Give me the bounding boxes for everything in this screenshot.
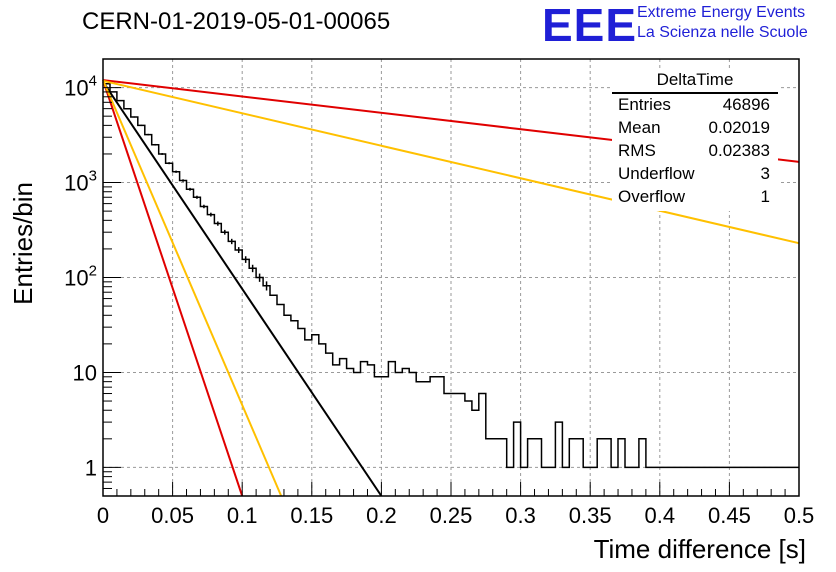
stats-row-entries: Entries 46896 <box>618 95 770 115</box>
y-tick-label: 1 <box>85 455 97 480</box>
x-tick-label: 0.3 <box>505 503 536 528</box>
x-tick-label: 0.45 <box>708 503 751 528</box>
y-tick-label: 102 <box>64 263 97 291</box>
x-tick-label: 0.05 <box>151 503 194 528</box>
x-tick-label: 0.35 <box>569 503 612 528</box>
y-tick-label: 103 <box>64 168 97 196</box>
eee-logo: EEE <box>542 0 638 51</box>
stats-box: DeltaTime Entries 46896 Mean 0.02019 RMS… <box>612 69 778 211</box>
x-axis-label: Time difference [s] <box>593 534 806 564</box>
stats-row-overflow: Overflow 1 <box>618 187 770 207</box>
y-tick-label: 104 <box>64 73 97 101</box>
x-tick-label: 0.2 <box>366 503 397 528</box>
stats-value: 3 <box>760 164 770 183</box>
y-tick-labels: 1 10 102 103 104 <box>64 73 97 481</box>
y-tick-label: 10 <box>73 360 97 385</box>
stats-row-underflow: Underflow 3 <box>618 164 770 184</box>
logo-subtitle-line2: La Scienza nelle Scuole <box>637 24 808 41</box>
logo-subtitle-line1: Extreme Energy Events <box>637 4 806 21</box>
stats-label: Overflow <box>618 187 686 206</box>
stats-row-mean: Mean 0.02019 <box>618 118 770 138</box>
histogram <box>103 82 799 469</box>
stats-value: 0.02383 <box>708 141 770 160</box>
stats-divider <box>612 92 778 94</box>
fit-curves <box>102 79 800 497</box>
chart-title: CERN-01-2019-05-01-00065 <box>82 8 391 35</box>
histogram-outline <box>103 82 799 469</box>
x-tick-label: 0.4 <box>645 503 676 528</box>
x-tick-labels: 0 0.05 0.1 0.15 0.2 0.25 0.3 0.35 0.4 0.45 0.5 <box>97 503 814 528</box>
stats-value: 46896 <box>722 95 770 114</box>
fit-curve <box>102 79 244 497</box>
stats-label: Entries <box>618 95 671 114</box>
fit-curve <box>102 81 383 497</box>
stats-label: Underflow <box>618 164 695 183</box>
x-tick-label: 0 <box>97 503 109 528</box>
x-tick-label: 0.5 <box>784 503 815 528</box>
stats-row-rms: RMS 0.02383 <box>618 141 770 161</box>
stats-value: 1 <box>760 187 770 206</box>
y-axis-label: Entries/bin <box>8 182 38 305</box>
stats-label: RMS <box>618 141 656 160</box>
fit-curve <box>102 79 283 497</box>
axis-ticks <box>102 58 800 497</box>
x-tick-label: 0.1 <box>227 503 258 528</box>
stats-value: 0.02019 <box>708 118 770 137</box>
x-tick-label: 0.25 <box>430 503 473 528</box>
fit-curve <box>102 79 800 245</box>
stats-label: Mean <box>618 118 661 137</box>
stats-title: DeltaTime <box>656 70 734 89</box>
x-tick-label: 0.15 <box>290 503 333 528</box>
